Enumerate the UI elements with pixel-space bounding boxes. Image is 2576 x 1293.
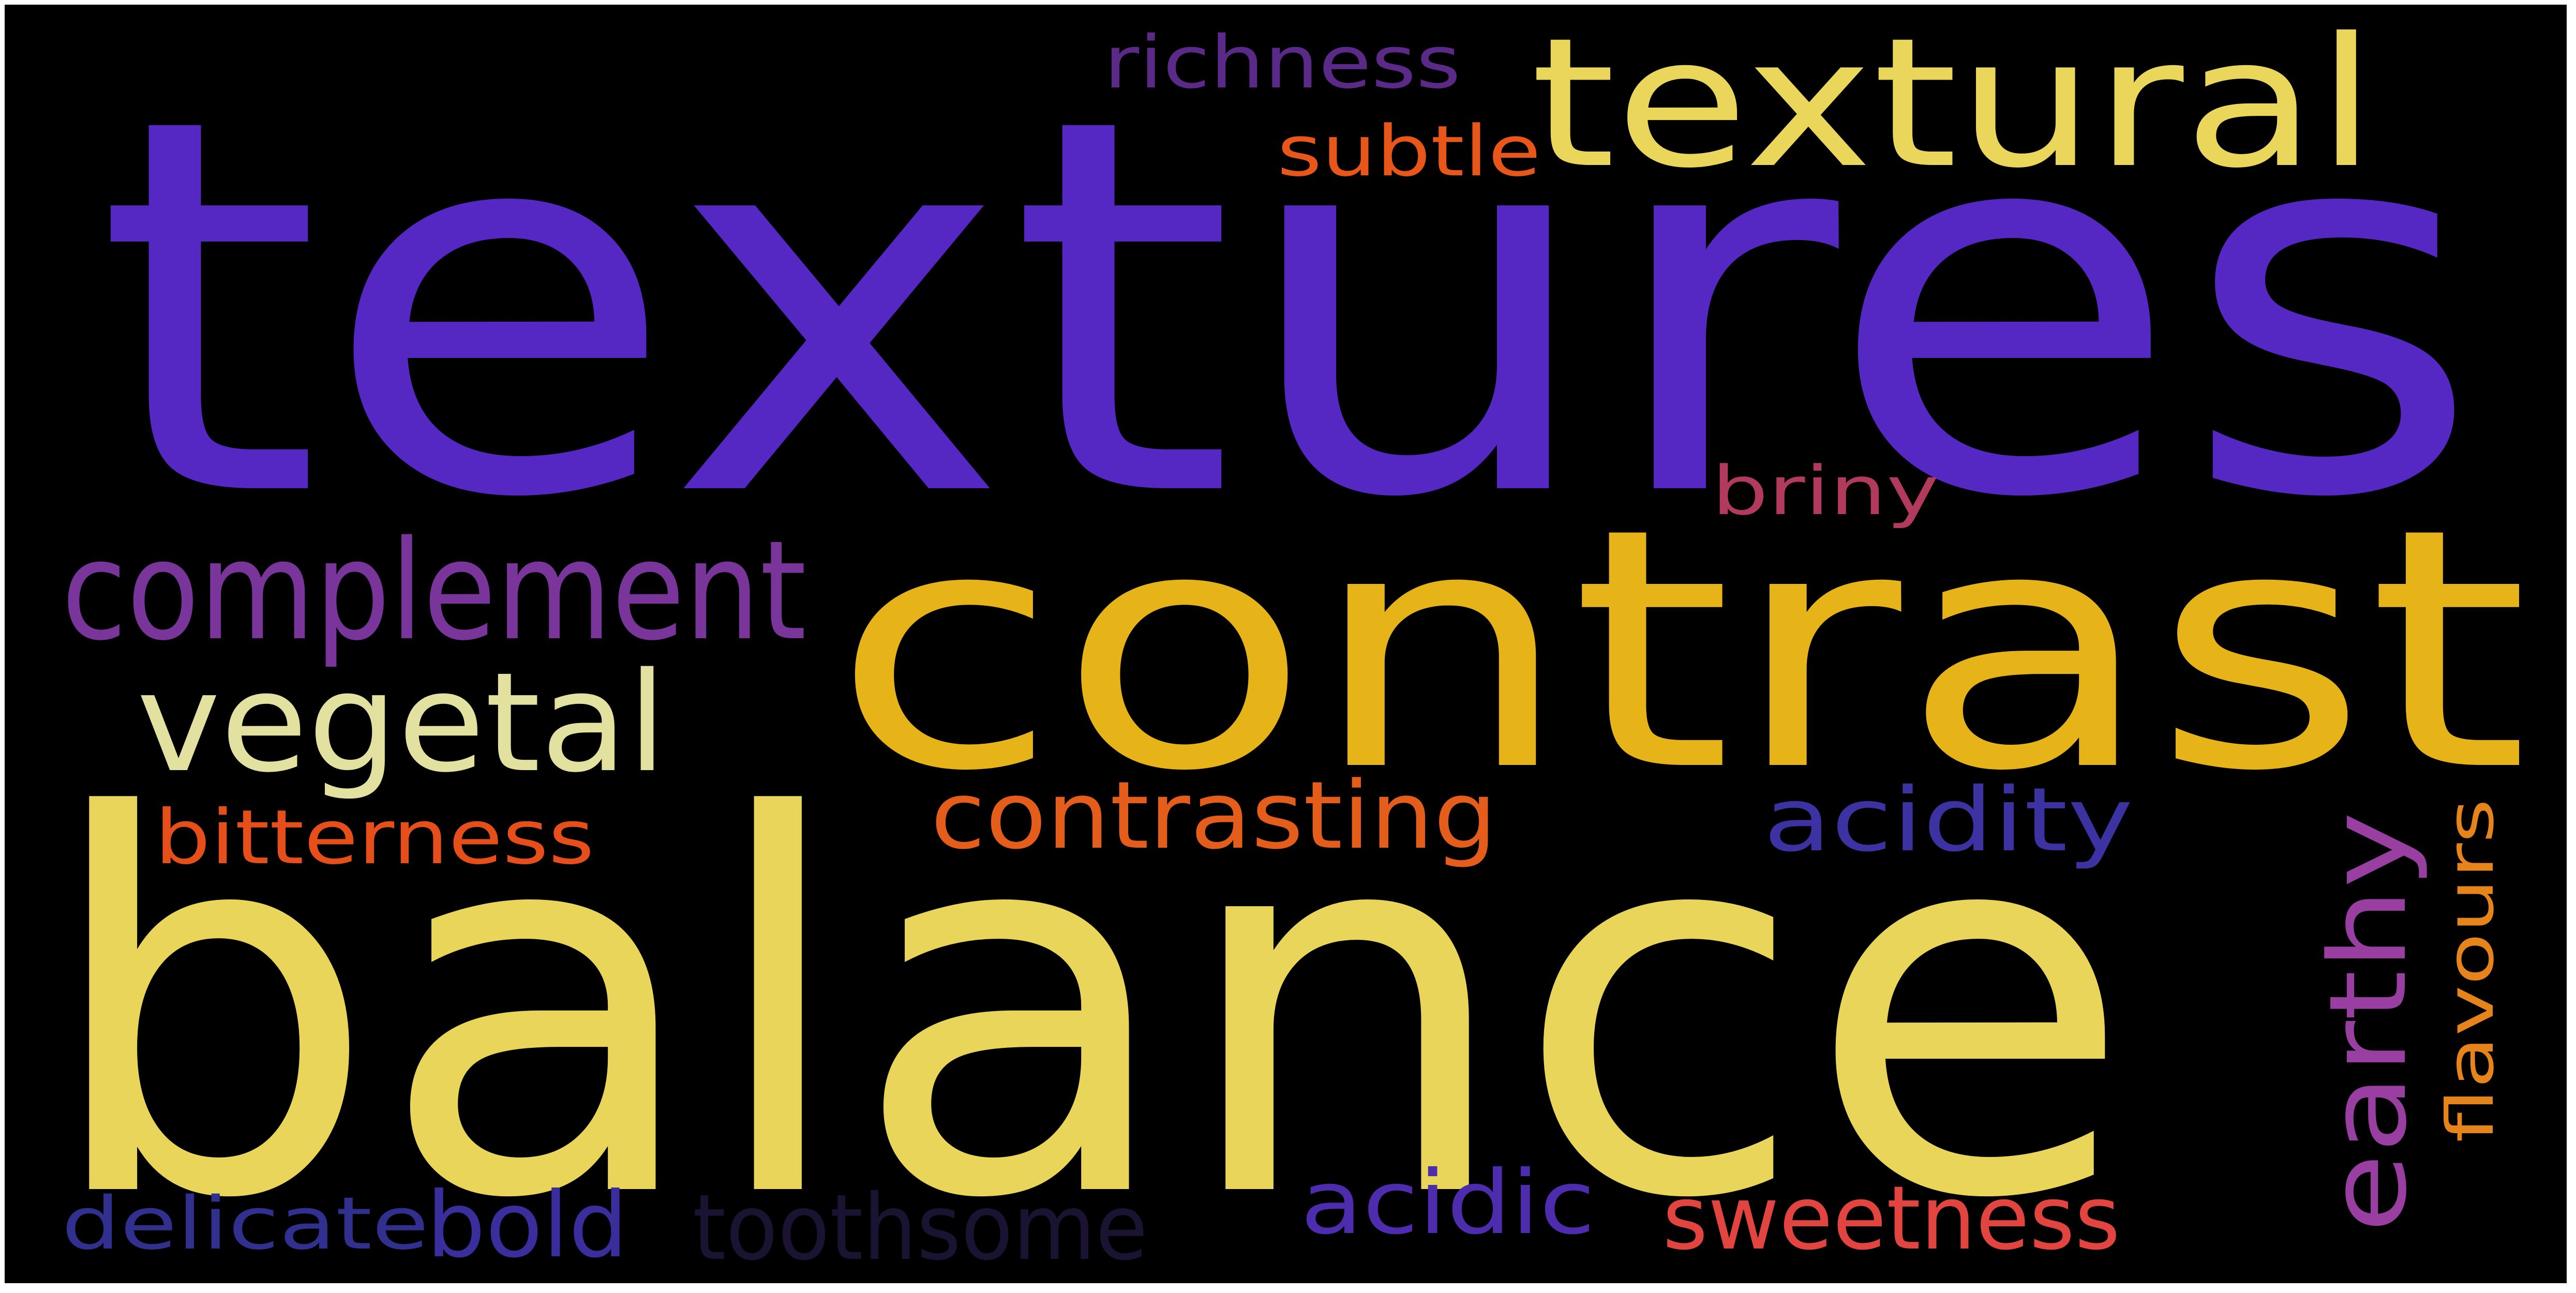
word-textural: textural bbox=[1531, 5, 2376, 207]
word-contrasting: contrasting bbox=[931, 762, 1497, 870]
word-contrast: contrast bbox=[832, 458, 2529, 843]
word-acidic: acidic bbox=[1300, 1152, 1595, 1254]
word-complement: complement bbox=[62, 512, 806, 671]
word-bold: bold bbox=[426, 1173, 628, 1278]
word-sweetness: sweetness bbox=[1663, 1167, 2120, 1270]
word-cloud: textures balance contrast textural compl… bbox=[5, 5, 2567, 1283]
word-flavours: flavours bbox=[2433, 799, 2508, 1142]
word-acidity: acidity bbox=[1763, 769, 2133, 871]
word-richness: richness bbox=[1104, 21, 1461, 105]
word-delicate: delicate bbox=[62, 1182, 429, 1266]
word-earthy: earthy bbox=[2307, 811, 2430, 1233]
word-bitterness: bitterness bbox=[155, 794, 594, 881]
word-subtle: subtle bbox=[1277, 111, 1541, 192]
word-briny: briny bbox=[1712, 452, 1939, 530]
word-vegetal: vegetal bbox=[137, 643, 667, 803]
word-cloud-background bbox=[5, 5, 2567, 1283]
word-toothsome: toothsome bbox=[693, 1176, 1148, 1281]
word-textures: textures bbox=[95, 8, 2482, 610]
word-balance: balance bbox=[41, 709, 2133, 1283]
word-cloud-canvas: textures balance contrast textural compl… bbox=[5, 5, 2567, 1283]
